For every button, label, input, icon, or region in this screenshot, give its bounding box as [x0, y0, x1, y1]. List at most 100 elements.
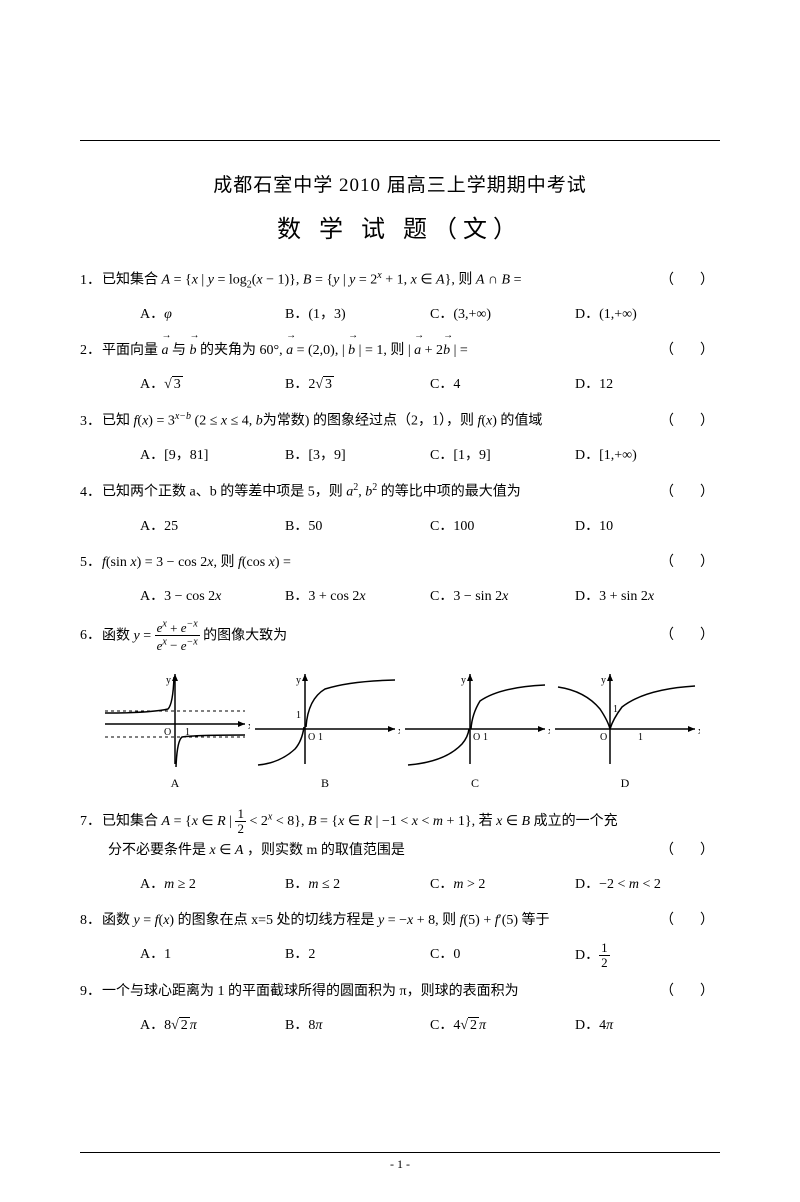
answer-blank-8: （ ）: [660, 907, 720, 935]
answer-blank-6: （ ）: [660, 622, 720, 650]
qnum-5: 5．: [80, 549, 102, 577]
svg-text:1: 1: [296, 710, 301, 721]
opt-2c: C．4: [430, 371, 575, 399]
svg-text:O: O: [164, 727, 171, 738]
qtext-5: f(sin x) = 3 − cos 2x, 则 f(cos x) =: [102, 549, 660, 577]
qnum-2: 2．: [80, 337, 102, 365]
qtext-7b: 分不必要条件是 x ∈ A ，则实数 m 的取值范围是: [108, 837, 660, 865]
qnum-9: 9．: [80, 978, 102, 1006]
options-7: A．m ≥ 2 B．m ≤ 2 C．m > 2 D．−2 < m < 2: [80, 871, 720, 899]
opt-9a: A．8√2π: [140, 1012, 285, 1040]
graph-b-svg: x y O 1 1: [250, 669, 400, 769]
question-9: 9． 一个与球心距离为 1 的平面截球所得的圆面积为 π，则球的表面积为 （ ）: [80, 978, 720, 1006]
graph-c: x y O 1 C: [400, 669, 550, 791]
opt-4d: D．10: [575, 513, 720, 541]
graph-c-svg: x y O 1: [400, 669, 550, 769]
opt-8a: A．1: [140, 941, 285, 971]
opt-9b: B．8π: [285, 1012, 430, 1040]
question-1: 1． 已知集合 A = {x | y = log2(x − 1)}, B = {…: [80, 266, 720, 295]
graph-b-label: B: [250, 776, 400, 791]
opt-5a: A．3 − cos 2x: [140, 583, 285, 611]
svg-text:1: 1: [638, 732, 643, 743]
opt-8b: B．2: [285, 941, 430, 971]
opt-8c: C．0: [430, 941, 575, 971]
top-rule: [80, 140, 720, 141]
answer-blank-7: （ ）: [660, 837, 720, 865]
qnum-7: 7．: [80, 808, 102, 836]
answer-blank-1: （ ）: [660, 267, 720, 295]
opt-2a: A．√3: [140, 371, 285, 399]
graph-c-label: C: [400, 776, 550, 791]
answer-blank-4: （ ）: [660, 479, 720, 507]
graph-a: x y O 1 A: [100, 669, 250, 791]
opt-7b: B．m ≤ 2: [285, 871, 430, 899]
options-5: A．3 − cos 2x B．3 + cos 2x C．3 − sin 2x D…: [80, 583, 720, 611]
graph-a-label: A: [100, 776, 250, 791]
options-2: A．√3 B．2√3 C．4 D．12: [80, 371, 720, 399]
svg-text:O: O: [600, 732, 607, 743]
question-8: 8． 函数 y = f(x) 的图象在点 x=5 处的切线方程是 y = −x …: [80, 907, 720, 935]
qtext-1: 已知集合 A = {x | y = log2(x − 1)}, B = {y |…: [102, 266, 660, 295]
opt-7d: D．−2 < m < 2: [575, 871, 720, 899]
options-1: A．φ B．(1，3) C．(3,+∞) D．(1,+∞): [80, 301, 720, 329]
svg-text:y: y: [296, 675, 301, 686]
opt-5c: C．3 − sin 2x: [430, 583, 575, 611]
qnum-8: 8．: [80, 907, 102, 935]
opt-7c: C．m > 2: [430, 871, 575, 899]
qtext-8: 函数 y = f(x) 的图象在点 x=5 处的切线方程是 y = −x + 8…: [102, 907, 660, 935]
opt-8d: D．12: [575, 941, 720, 971]
svg-text:O: O: [473, 732, 480, 743]
qtext-7: 已知集合 A = {x ∈ R | 12 < 2x < 8}, B = {x ∈…: [102, 807, 720, 837]
page-number: - 1 -: [390, 1157, 410, 1171]
qnum-4: 4．: [80, 479, 102, 507]
svg-text:O: O: [308, 732, 315, 743]
graph-a-svg: x y O 1: [100, 669, 250, 769]
opt-1d: D．(1,+∞): [575, 301, 720, 329]
question-5: 5． f(sin x) = 3 − cos 2x, 则 f(cos x) = （…: [80, 549, 720, 577]
options-9: A．8√2π B．8π C．4√2π D．4π: [80, 1012, 720, 1040]
opt-3a: A．[9，81]: [140, 442, 285, 470]
opt-3b: B．[3，9]: [285, 442, 430, 470]
opt-4c: C．100: [430, 513, 575, 541]
svg-text:1: 1: [483, 732, 488, 743]
question-6: 6． 函数 y = ex + e−xex − e−x 的图像大致为 （ ）: [80, 619, 720, 653]
answer-blank-3: （ ）: [660, 408, 720, 436]
exam-page: 成都石室中学 2010 届高三上学期期中考试 数 学 试 题（文） 1． 已知集…: [0, 70, 800, 1088]
options-4: A．25 B．50 C．100 D．10: [80, 513, 720, 541]
qtext-2: 平面向量 a 与 b 的夹角为 60°, a = (2,0), | b | = …: [102, 337, 660, 365]
question-2: 2． 平面向量 a 与 b 的夹角为 60°, a = (2,0), | b |…: [80, 337, 720, 365]
opt-5d: D．3 + sin 2x: [575, 583, 720, 611]
qtext-9: 一个与球心距离为 1 的平面截球所得的圆面积为 π，则球的表面积为: [102, 978, 660, 1006]
exam-title-line1: 成都石室中学 2010 届高三上学期期中考试: [80, 170, 720, 197]
qtext-3: 已知 f(x) = 3x−b (2 ≤ x ≤ 4, b为常数) 的图象经过点（…: [102, 407, 660, 436]
opt-4b: B．50: [285, 513, 430, 541]
exam-title-line2: 数 学 试 题（文）: [80, 209, 720, 244]
opt-1c: C．(3,+∞): [430, 301, 575, 329]
qnum-1: 1．: [80, 267, 102, 295]
question-3: 3． 已知 f(x) = 3x−b (2 ≤ x ≤ 4, b为常数) 的图象经…: [80, 407, 720, 436]
svg-text:y: y: [166, 675, 171, 686]
answer-blank-9: （ ）: [660, 978, 720, 1006]
svg-text:y: y: [461, 675, 466, 686]
graph-d: x y O 1 1 D: [550, 669, 700, 791]
answer-blank-2: （ ）: [660, 337, 720, 365]
opt-9c: C．4√2π: [430, 1012, 575, 1040]
opt-2d: D．12: [575, 371, 720, 399]
svg-text:1: 1: [318, 732, 323, 743]
graph-b: x y O 1 1 B: [250, 669, 400, 791]
opt-2b: B．2√3: [285, 371, 430, 399]
svg-text:y: y: [601, 675, 606, 686]
opt-5b: B．3 + cos 2x: [285, 583, 430, 611]
graph-d-svg: x y O 1 1: [550, 669, 700, 769]
opt-1a: A．φ: [140, 301, 285, 329]
opt-3c: C．[1，9]: [430, 442, 575, 470]
opt-4a: A．25: [140, 513, 285, 541]
options-8: A．1 B．2 C．0 D．12: [80, 941, 720, 971]
question-4: 4． 已知两个正数 a、b 的等差中项是 5，则 a2, b2 的等比中项的最大…: [80, 478, 720, 507]
opt-7a: A．m ≥ 2: [140, 871, 285, 899]
page-footer: - 1 -: [80, 1152, 720, 1172]
graph-d-label: D: [550, 776, 700, 791]
qnum-6: 6．: [80, 622, 102, 650]
opt-9d: D．4π: [575, 1012, 720, 1040]
answer-blank-5: （ ）: [660, 549, 720, 577]
